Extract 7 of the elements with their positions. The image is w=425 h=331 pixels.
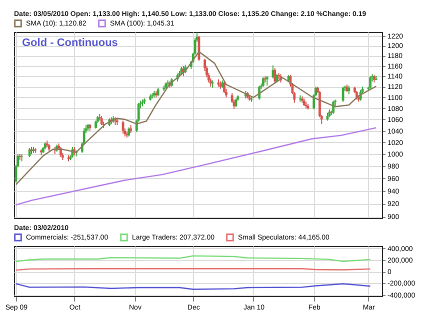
line-series [15, 51, 377, 186]
line-series [15, 127, 377, 206]
chart-title: Gold - Continuous [22, 37, 118, 49]
candlestick [128, 126, 130, 137]
candlestick [369, 76, 372, 90]
candlestick [258, 85, 261, 100]
candlestick [262, 76, 264, 88]
